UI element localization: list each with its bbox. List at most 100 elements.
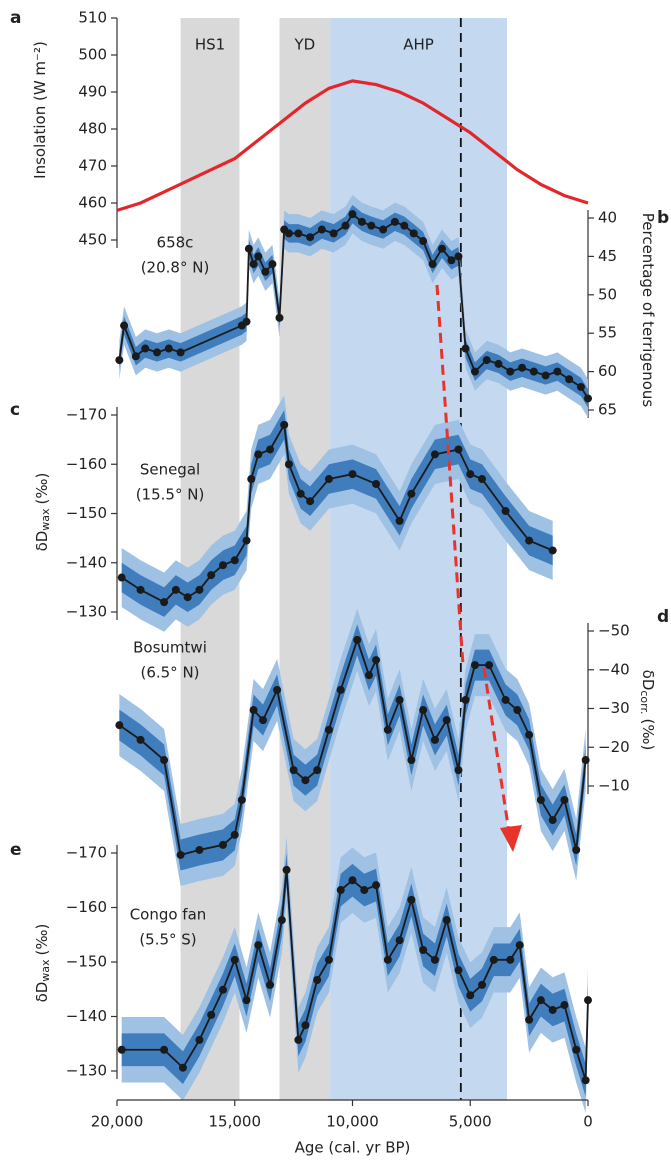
data-point [506, 367, 515, 376]
data-point [136, 735, 145, 744]
data-point [275, 313, 284, 322]
data-point [306, 497, 315, 506]
data-point [390, 217, 399, 226]
uncertainty-band [121, 853, 589, 1097]
data-point [348, 876, 357, 885]
x-tick-label: 20,000 [91, 1113, 144, 1131]
data-point [294, 1035, 303, 1044]
data-point [407, 489, 416, 498]
data-point [230, 830, 239, 839]
data-point [357, 217, 366, 226]
data-point [560, 795, 569, 804]
y-tick-label: −20 [598, 738, 630, 756]
y-axis-title: Percentage of terrigenous [640, 213, 658, 408]
data-point [454, 766, 463, 775]
data-point [294, 229, 303, 238]
data-point [400, 221, 409, 230]
data-point [525, 536, 534, 545]
data-point [136, 585, 145, 594]
data-point [360, 886, 369, 895]
data-point [207, 1010, 216, 1019]
y-tick-label: −160 [66, 455, 107, 473]
data-point [506, 955, 515, 964]
data-point [518, 363, 527, 372]
y-tick-label: −150 [66, 504, 107, 522]
data-point [230, 955, 239, 964]
y-axis-title-part: (‰) [33, 924, 51, 956]
data-point [501, 695, 510, 704]
data-point [494, 359, 503, 368]
y-axis-title-part: corr. [638, 690, 651, 714]
y-axis-title: δDcorr. (‰) [638, 670, 658, 751]
data-point [160, 1045, 169, 1054]
data-point [576, 382, 585, 391]
data-point [529, 367, 538, 376]
y-tick-label: 50 [598, 285, 617, 303]
y-tick-label: 470 [78, 157, 107, 175]
data-point [306, 233, 315, 242]
data-point [442, 716, 451, 725]
data-point [160, 756, 169, 765]
y-axis-title: δDwax (‰) [33, 473, 53, 552]
data-point [268, 260, 277, 269]
site-label: Senegal [140, 461, 200, 479]
y-tick-label: −160 [66, 898, 107, 916]
y-tick-label: 460 [78, 194, 107, 212]
data-point [117, 573, 126, 582]
y-axis-title-part: wax [39, 508, 52, 531]
data-point [242, 536, 251, 545]
y-tick-label: −30 [598, 699, 630, 717]
data-point [372, 479, 381, 488]
data-point [289, 766, 298, 775]
data-point [261, 267, 270, 276]
period-label: AHP [403, 36, 434, 54]
data-point [254, 252, 263, 261]
y-tick-label: −130 [66, 603, 107, 621]
y-tick-label: 490 [78, 83, 107, 101]
y-axis-title: δDwax (‰) [33, 924, 53, 1003]
data-point [117, 1045, 126, 1054]
data-point [141, 344, 150, 353]
data-point [383, 955, 392, 964]
panel-label: b [657, 208, 669, 228]
red-arrows [435, 284, 522, 852]
data-point [259, 716, 268, 725]
data-point [572, 1045, 581, 1054]
data-point [284, 229, 293, 238]
period-band [279, 18, 331, 1100]
data-point [282, 865, 291, 874]
data-point [324, 475, 333, 484]
data-point [548, 816, 557, 825]
period-label: HS1 [195, 36, 225, 54]
data-point [525, 1015, 534, 1024]
data-point [249, 706, 258, 715]
data-point [273, 685, 282, 694]
data-point [348, 470, 357, 479]
data-point [419, 237, 428, 246]
y-tick-label: −140 [66, 1007, 107, 1025]
data-point [237, 795, 246, 804]
y-axis-title-part: Insolation (W m⁻²) [31, 41, 49, 179]
y-tick-label: −150 [66, 953, 107, 971]
data-point [470, 661, 479, 670]
data-point [470, 367, 479, 376]
data-point [372, 656, 381, 665]
data-point [383, 725, 392, 734]
data-point [454, 445, 463, 454]
y-axis-title-part: δD [640, 670, 658, 691]
y-tick-label: 65 [598, 401, 617, 419]
data-point [277, 916, 286, 925]
data-point [218, 840, 227, 849]
data-point [466, 991, 475, 1000]
data-point [560, 1001, 569, 1010]
data-point [447, 256, 456, 265]
data-point [478, 475, 487, 484]
site-label: (20.8° N) [141, 259, 210, 277]
panel-label: e [10, 840, 22, 860]
data-point [249, 260, 258, 269]
data-point [395, 936, 404, 945]
panel-label: c [10, 400, 20, 420]
data-point [247, 475, 256, 484]
